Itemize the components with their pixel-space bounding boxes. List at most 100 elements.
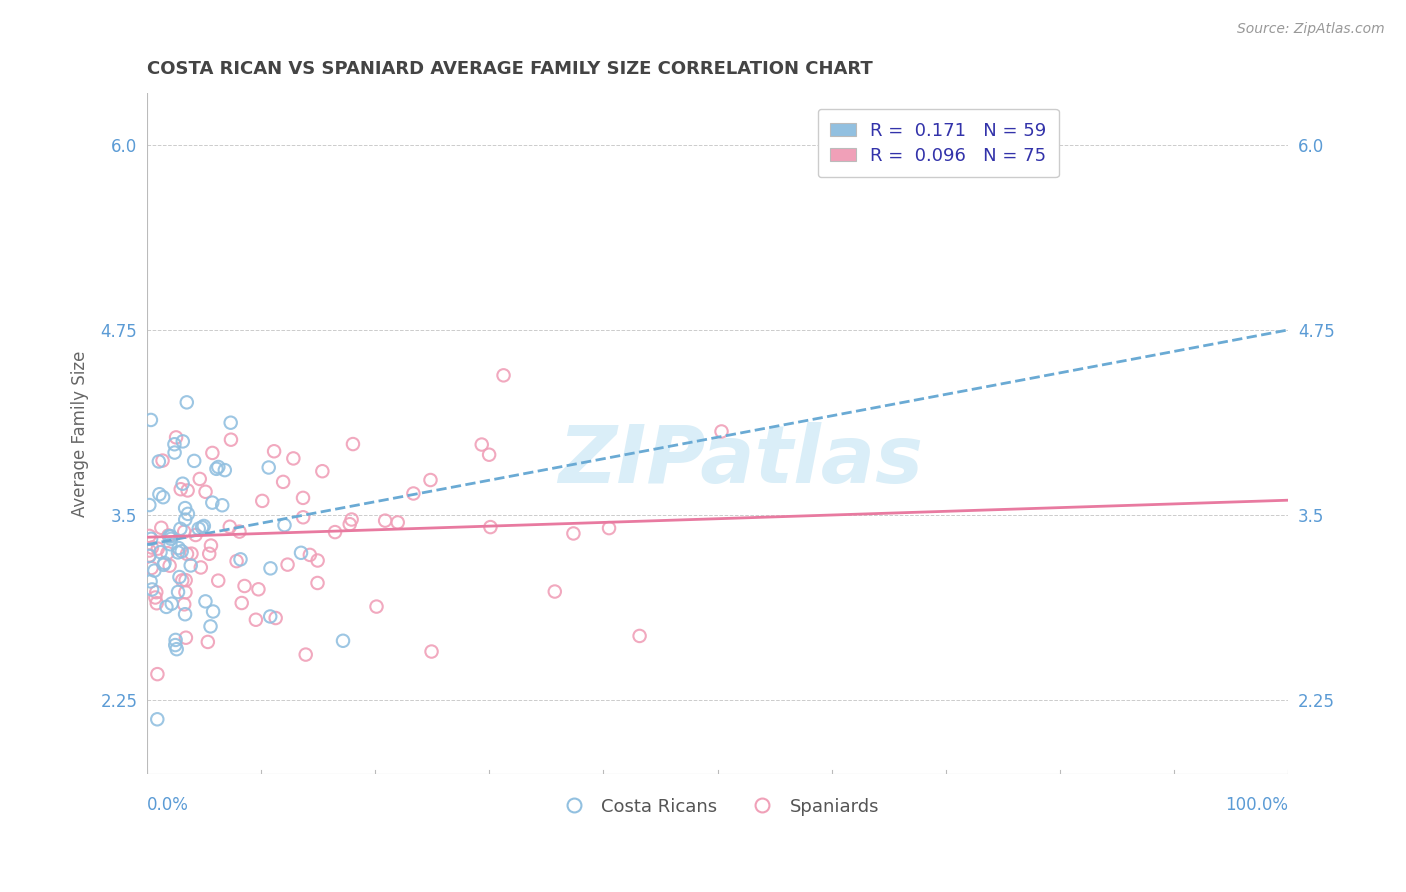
Point	[152, 490, 174, 504]
Point	[205, 462, 228, 476]
Point	[148, 487, 170, 501]
Point	[492, 368, 515, 383]
Point	[402, 486, 425, 500]
Point	[148, 454, 170, 468]
Point	[167, 585, 190, 599]
Point	[562, 526, 585, 541]
Point	[207, 574, 229, 588]
Point	[145, 596, 167, 610]
Point	[159, 558, 181, 573]
Point	[141, 532, 163, 546]
Point	[219, 416, 242, 430]
Point	[197, 635, 219, 649]
Point	[176, 547, 198, 561]
Point	[292, 510, 315, 524]
Point	[159, 537, 181, 551]
Point	[170, 482, 193, 496]
Point	[271, 475, 294, 489]
Point	[174, 585, 197, 599]
Point	[180, 547, 202, 561]
Point	[194, 594, 217, 608]
Point	[141, 561, 163, 575]
Point	[176, 483, 198, 498]
Point	[139, 574, 162, 589]
Point	[263, 444, 285, 458]
Point	[165, 638, 187, 652]
Point	[174, 513, 197, 527]
Point	[214, 463, 236, 477]
Point	[166, 642, 188, 657]
Point	[156, 546, 179, 560]
Text: COSTA RICAN VS SPANIARD AVERAGE FAMILY SIZE CORRELATION CHART: COSTA RICAN VS SPANIARD AVERAGE FAMILY S…	[148, 60, 873, 78]
Text: 100.0%: 100.0%	[1225, 797, 1288, 814]
Point	[307, 576, 329, 591]
Point	[201, 446, 224, 460]
Point	[478, 448, 501, 462]
Point	[138, 529, 160, 543]
Point	[193, 519, 215, 533]
Point	[190, 560, 212, 574]
Point	[157, 528, 180, 542]
Text: 0.0%: 0.0%	[148, 797, 188, 814]
Point	[420, 644, 443, 658]
Text: ZIPatlas: ZIPatlas	[558, 422, 922, 500]
Legend: Costa Ricans, Spaniards: Costa Ricans, Spaniards	[548, 790, 886, 823]
Point	[710, 425, 733, 439]
Point	[479, 520, 502, 534]
Point	[225, 554, 247, 568]
Point	[259, 561, 281, 575]
Point	[159, 529, 181, 543]
Point	[153, 556, 176, 570]
Point	[138, 549, 160, 563]
Point	[160, 532, 183, 546]
Point	[145, 585, 167, 599]
Point	[252, 494, 274, 508]
Point	[544, 584, 567, 599]
Point	[152, 453, 174, 467]
Point	[188, 472, 211, 486]
Point	[200, 619, 222, 633]
Point	[247, 582, 270, 597]
Point	[146, 541, 169, 556]
Point	[211, 498, 233, 512]
Point	[202, 605, 225, 619]
Point	[191, 520, 214, 534]
Point	[342, 437, 364, 451]
Point	[169, 570, 191, 584]
Y-axis label: Average Family Size: Average Family Size	[72, 351, 89, 516]
Point	[598, 521, 620, 535]
Point	[146, 667, 169, 681]
Point	[159, 529, 181, 543]
Point	[198, 547, 221, 561]
Point	[339, 517, 361, 532]
Point	[292, 491, 315, 505]
Point	[298, 548, 321, 562]
Point	[183, 454, 205, 468]
Point	[228, 524, 250, 539]
Point	[149, 545, 172, 559]
Point	[167, 541, 190, 555]
Point	[138, 549, 160, 563]
Point	[163, 437, 186, 451]
Point	[387, 516, 409, 530]
Point	[207, 460, 229, 475]
Point	[201, 495, 224, 509]
Point	[419, 473, 441, 487]
Point	[143, 591, 166, 605]
Point	[141, 582, 163, 597]
Point	[160, 597, 183, 611]
Point	[172, 434, 194, 449]
Point	[143, 564, 166, 578]
Point	[172, 476, 194, 491]
Point	[138, 543, 160, 558]
Point	[187, 522, 209, 536]
Point	[245, 613, 267, 627]
Point	[141, 541, 163, 555]
Point	[229, 552, 252, 566]
Point	[283, 451, 305, 466]
Point	[165, 430, 187, 444]
Point	[150, 521, 173, 535]
Point	[174, 631, 197, 645]
Point	[163, 445, 186, 459]
Point	[169, 522, 191, 536]
